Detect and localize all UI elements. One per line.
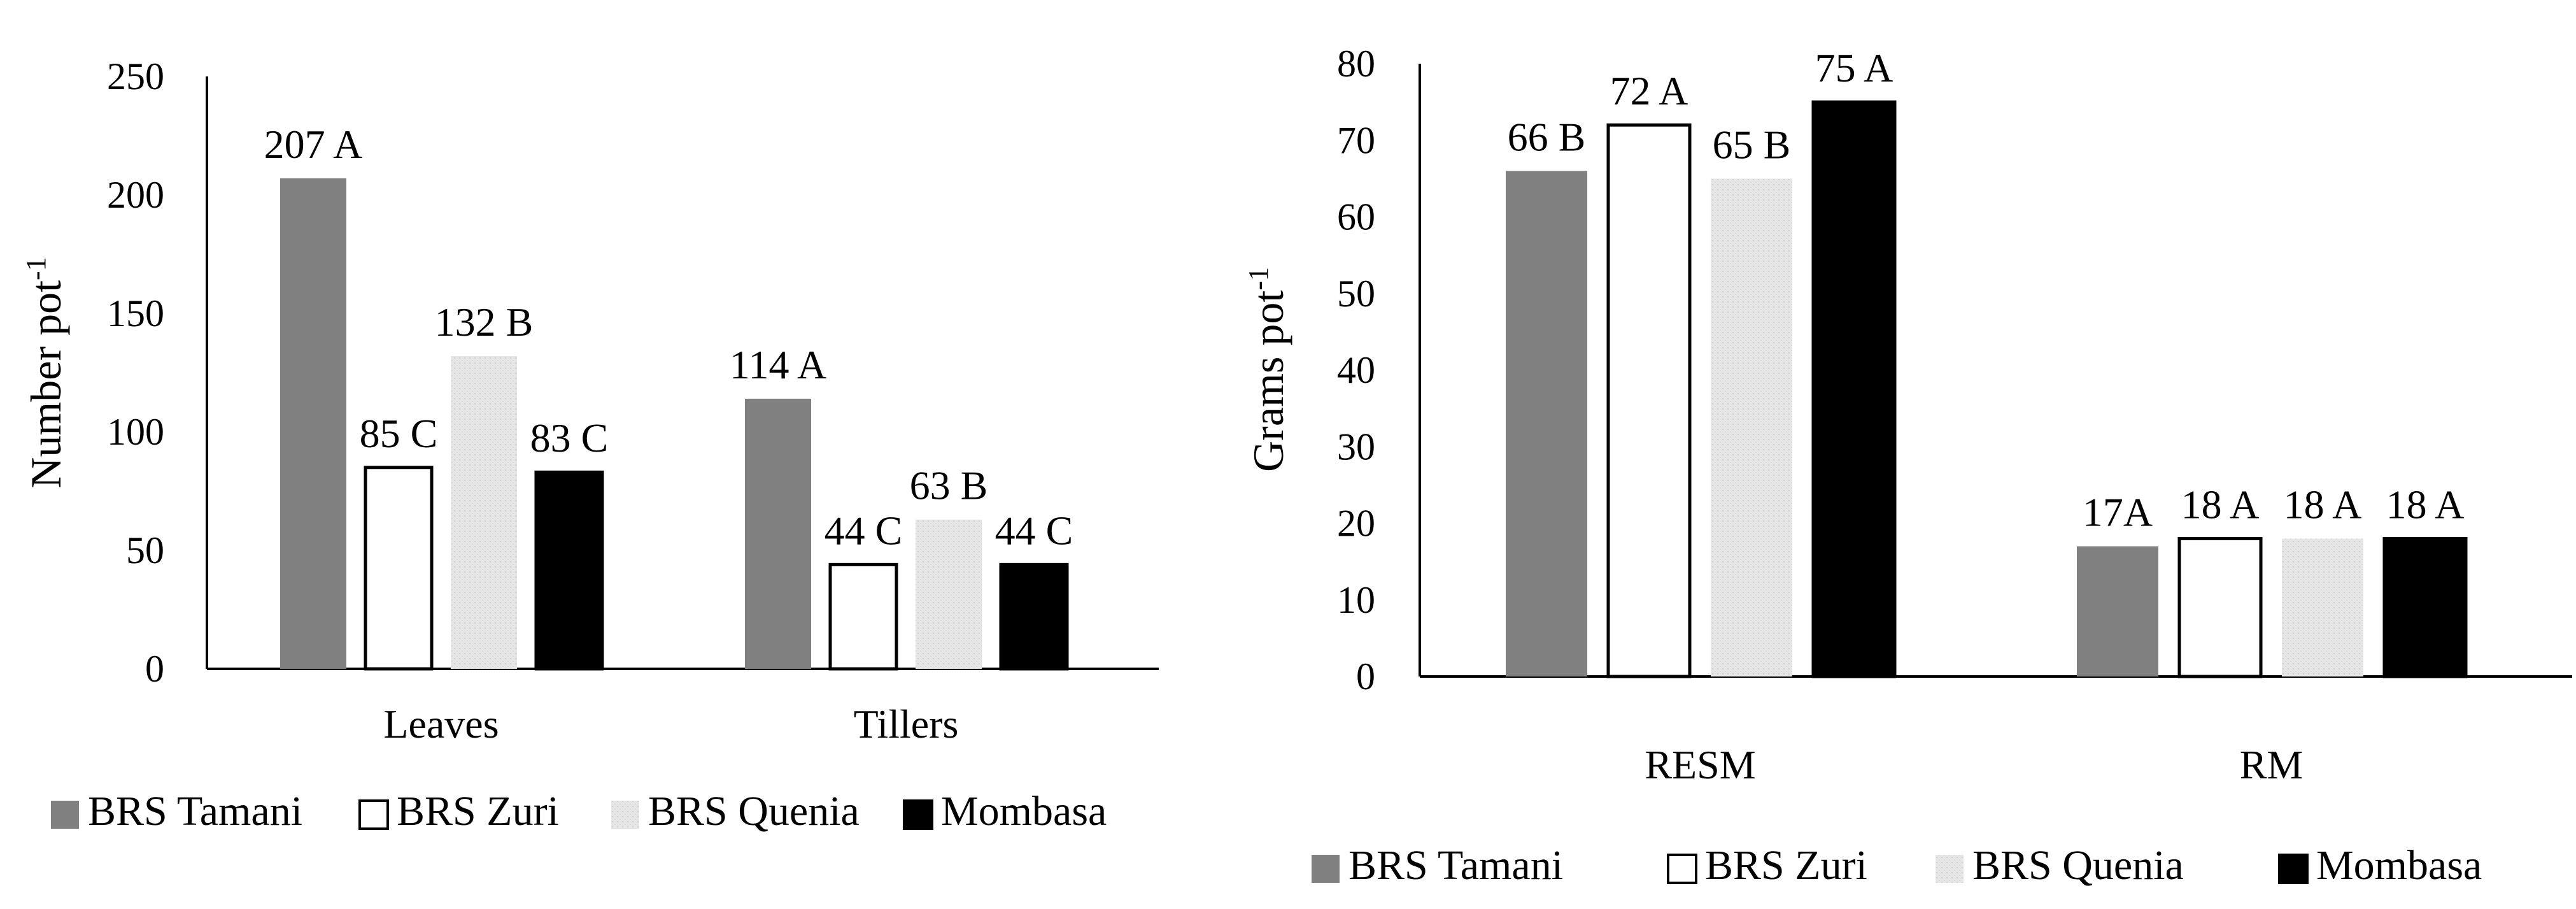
chart-left: 0 50 100 150 200 250 Number pot-1 207 A 85 C 132 …: [20, 55, 1159, 834]
y-tick-label: 30: [1337, 426, 1375, 468]
bar-brs-zuri-rm: [2177, 537, 2263, 678]
legend-swatch: [358, 799, 389, 830]
category-label: Tillers: [854, 701, 959, 747]
bar-brs-zuri-resm: [1606, 123, 1692, 678]
data-label: 65 B: [1713, 122, 1791, 167]
data-label: 18 A: [2181, 482, 2260, 527]
category-label: RESM: [1645, 742, 1755, 787]
category-label: Leaves: [383, 701, 499, 747]
data-label: 83 C: [530, 415, 609, 461]
y-tick-label: 20: [1337, 503, 1375, 545]
bar-brs-quenia-rm: [2282, 538, 2363, 676]
data-label: 72 A: [1610, 68, 1688, 113]
bar-brs-tamani-leaves: [280, 178, 346, 669]
data-label: 114 A: [730, 342, 826, 387]
data-label: 85 C: [360, 411, 438, 456]
y-tick-label: 100: [107, 411, 164, 453]
legend-swatch: [51, 801, 79, 829]
legend-swatch: [1312, 855, 1340, 883]
legend-label: BRS Zuri: [397, 788, 559, 834]
y-tick-label: 200: [107, 174, 164, 216]
y-axis-title-text: Grams pot: [1244, 290, 1292, 472]
y-tick-label: 40: [1337, 349, 1375, 391]
legend-swatch: [1667, 854, 1697, 884]
data-label: 18 A: [2284, 482, 2362, 527]
bar-brs-quenia-leaves: [451, 355, 517, 669]
data-label: 132 B: [435, 299, 534, 345]
y-tick-label: 0: [145, 648, 164, 690]
bar-brs-tamani-resm: [1506, 171, 1587, 677]
data-label: 17A: [2083, 490, 2153, 535]
bar-brs-tamani-tillers: [745, 398, 811, 669]
y-axis-title-text: Number pot: [22, 280, 70, 489]
bar-brs-zuri-leaves: [364, 466, 434, 671]
bar-mombasa-leaves: [534, 470, 604, 671]
legend-label: BRS Quenia: [648, 788, 860, 834]
y-tick-label: 250: [107, 55, 164, 97]
category-label: RM: [2240, 742, 2304, 787]
legend-swatch: [611, 801, 639, 829]
data-label: 44 C: [995, 508, 1073, 553]
y-tick-label: 150: [107, 292, 164, 334]
legend-label: Mombasa: [941, 788, 1107, 834]
data-label: 75 A: [1815, 45, 1893, 90]
legend-label: Mombasa: [2316, 842, 2482, 889]
y-axis-title-superscript: -1: [1243, 267, 1274, 290]
data-label: 63 B: [910, 463, 988, 508]
bar-brs-quenia-tillers: [916, 519, 982, 669]
bar-brs-tamani-rm: [2077, 546, 2158, 676]
legend-label: BRS Tamani: [1348, 842, 1563, 889]
y-tick-label: 50: [126, 529, 164, 571]
data-label: 44 C: [824, 508, 903, 553]
bar-mombasa-tillers: [999, 562, 1069, 671]
legend-swatch: [903, 799, 933, 830]
chart-right: 0 10 20 30 40 50 60 70 80 Grams pot-1 66 B 72 A 65 B…: [1243, 43, 2572, 889]
bar-brs-zuri-tillers: [828, 562, 898, 671]
y-axis-title: Grams pot-1: [1243, 267, 1293, 472]
bar-mombasa-resm: [1811, 100, 1897, 678]
legend-label: BRS Zuri: [1705, 842, 1867, 889]
legend-swatch: [1936, 855, 1964, 883]
data-label: 18 A: [2386, 482, 2465, 527]
data-label: 66 B: [1508, 114, 1586, 159]
y-tick-label: 10: [1337, 579, 1375, 621]
bar-mombasa-rm: [2382, 537, 2468, 678]
y-tick-label: 0: [1356, 655, 1375, 698]
y-tick-label: 60: [1337, 196, 1375, 238]
legend-label: BRS Tamani: [88, 788, 302, 834]
y-tick-label: 80: [1337, 43, 1375, 85]
y-tick-label: 50: [1337, 273, 1375, 315]
bar-brs-quenia-resm: [1711, 178, 1792, 676]
y-axis-title-superscript: -1: [20, 257, 52, 280]
y-tick-label: 70: [1337, 119, 1375, 161]
data-label: 207 A: [264, 122, 363, 167]
legend-swatch: [2278, 854, 2309, 884]
y-axis-title: Number pot-1: [20, 257, 71, 488]
legend-label: BRS Quenia: [1972, 842, 2184, 889]
